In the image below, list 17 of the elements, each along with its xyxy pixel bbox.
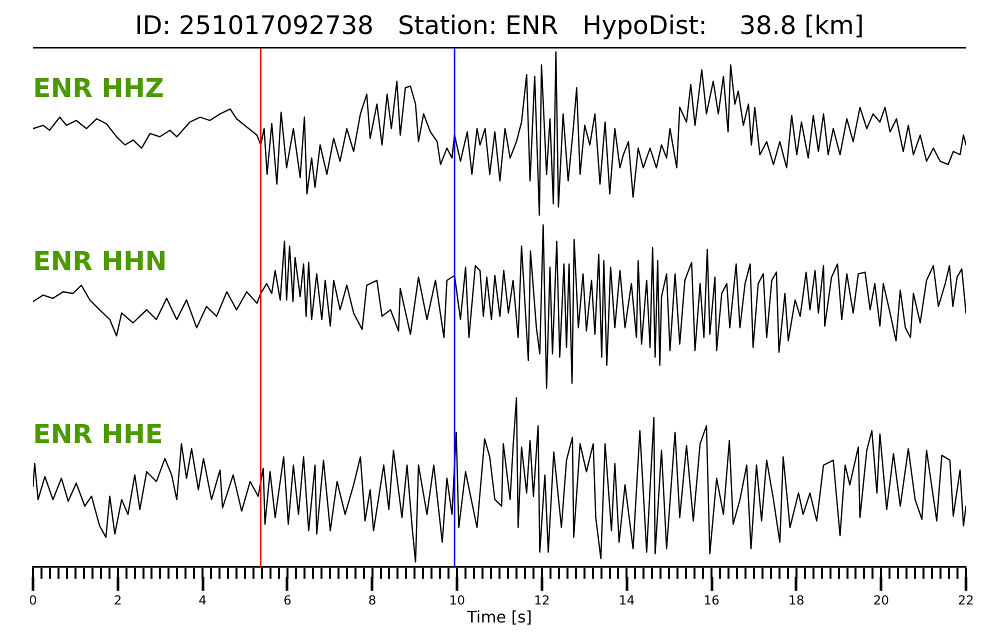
x-tick-label: 4: [198, 592, 207, 608]
x-tick-label: 16: [704, 592, 720, 608]
x-tick-label: 2: [114, 592, 122, 608]
x-axis-title: Time [s]: [466, 608, 532, 627]
series-label: ENR HHZ: [33, 74, 164, 104]
x-tick-label: 20: [873, 592, 890, 608]
x-tick-label: 8: [368, 592, 376, 608]
x-tick-label: 14: [618, 592, 635, 608]
x-tick-label: 22: [958, 592, 974, 608]
x-tick-label: 12: [534, 592, 550, 608]
series-label: ENR HHN: [33, 246, 167, 277]
chart-title: ID: 251017092738 Station: ENR HypoDist: 38.8 [km]: [135, 11, 864, 41]
x-tick-label: 18: [788, 592, 804, 608]
x-tick-label: 10: [449, 592, 466, 608]
series-label: ENR HHE: [33, 420, 163, 450]
x-tick-label: 0: [29, 592, 38, 608]
x-tick-label: 6: [283, 592, 292, 608]
